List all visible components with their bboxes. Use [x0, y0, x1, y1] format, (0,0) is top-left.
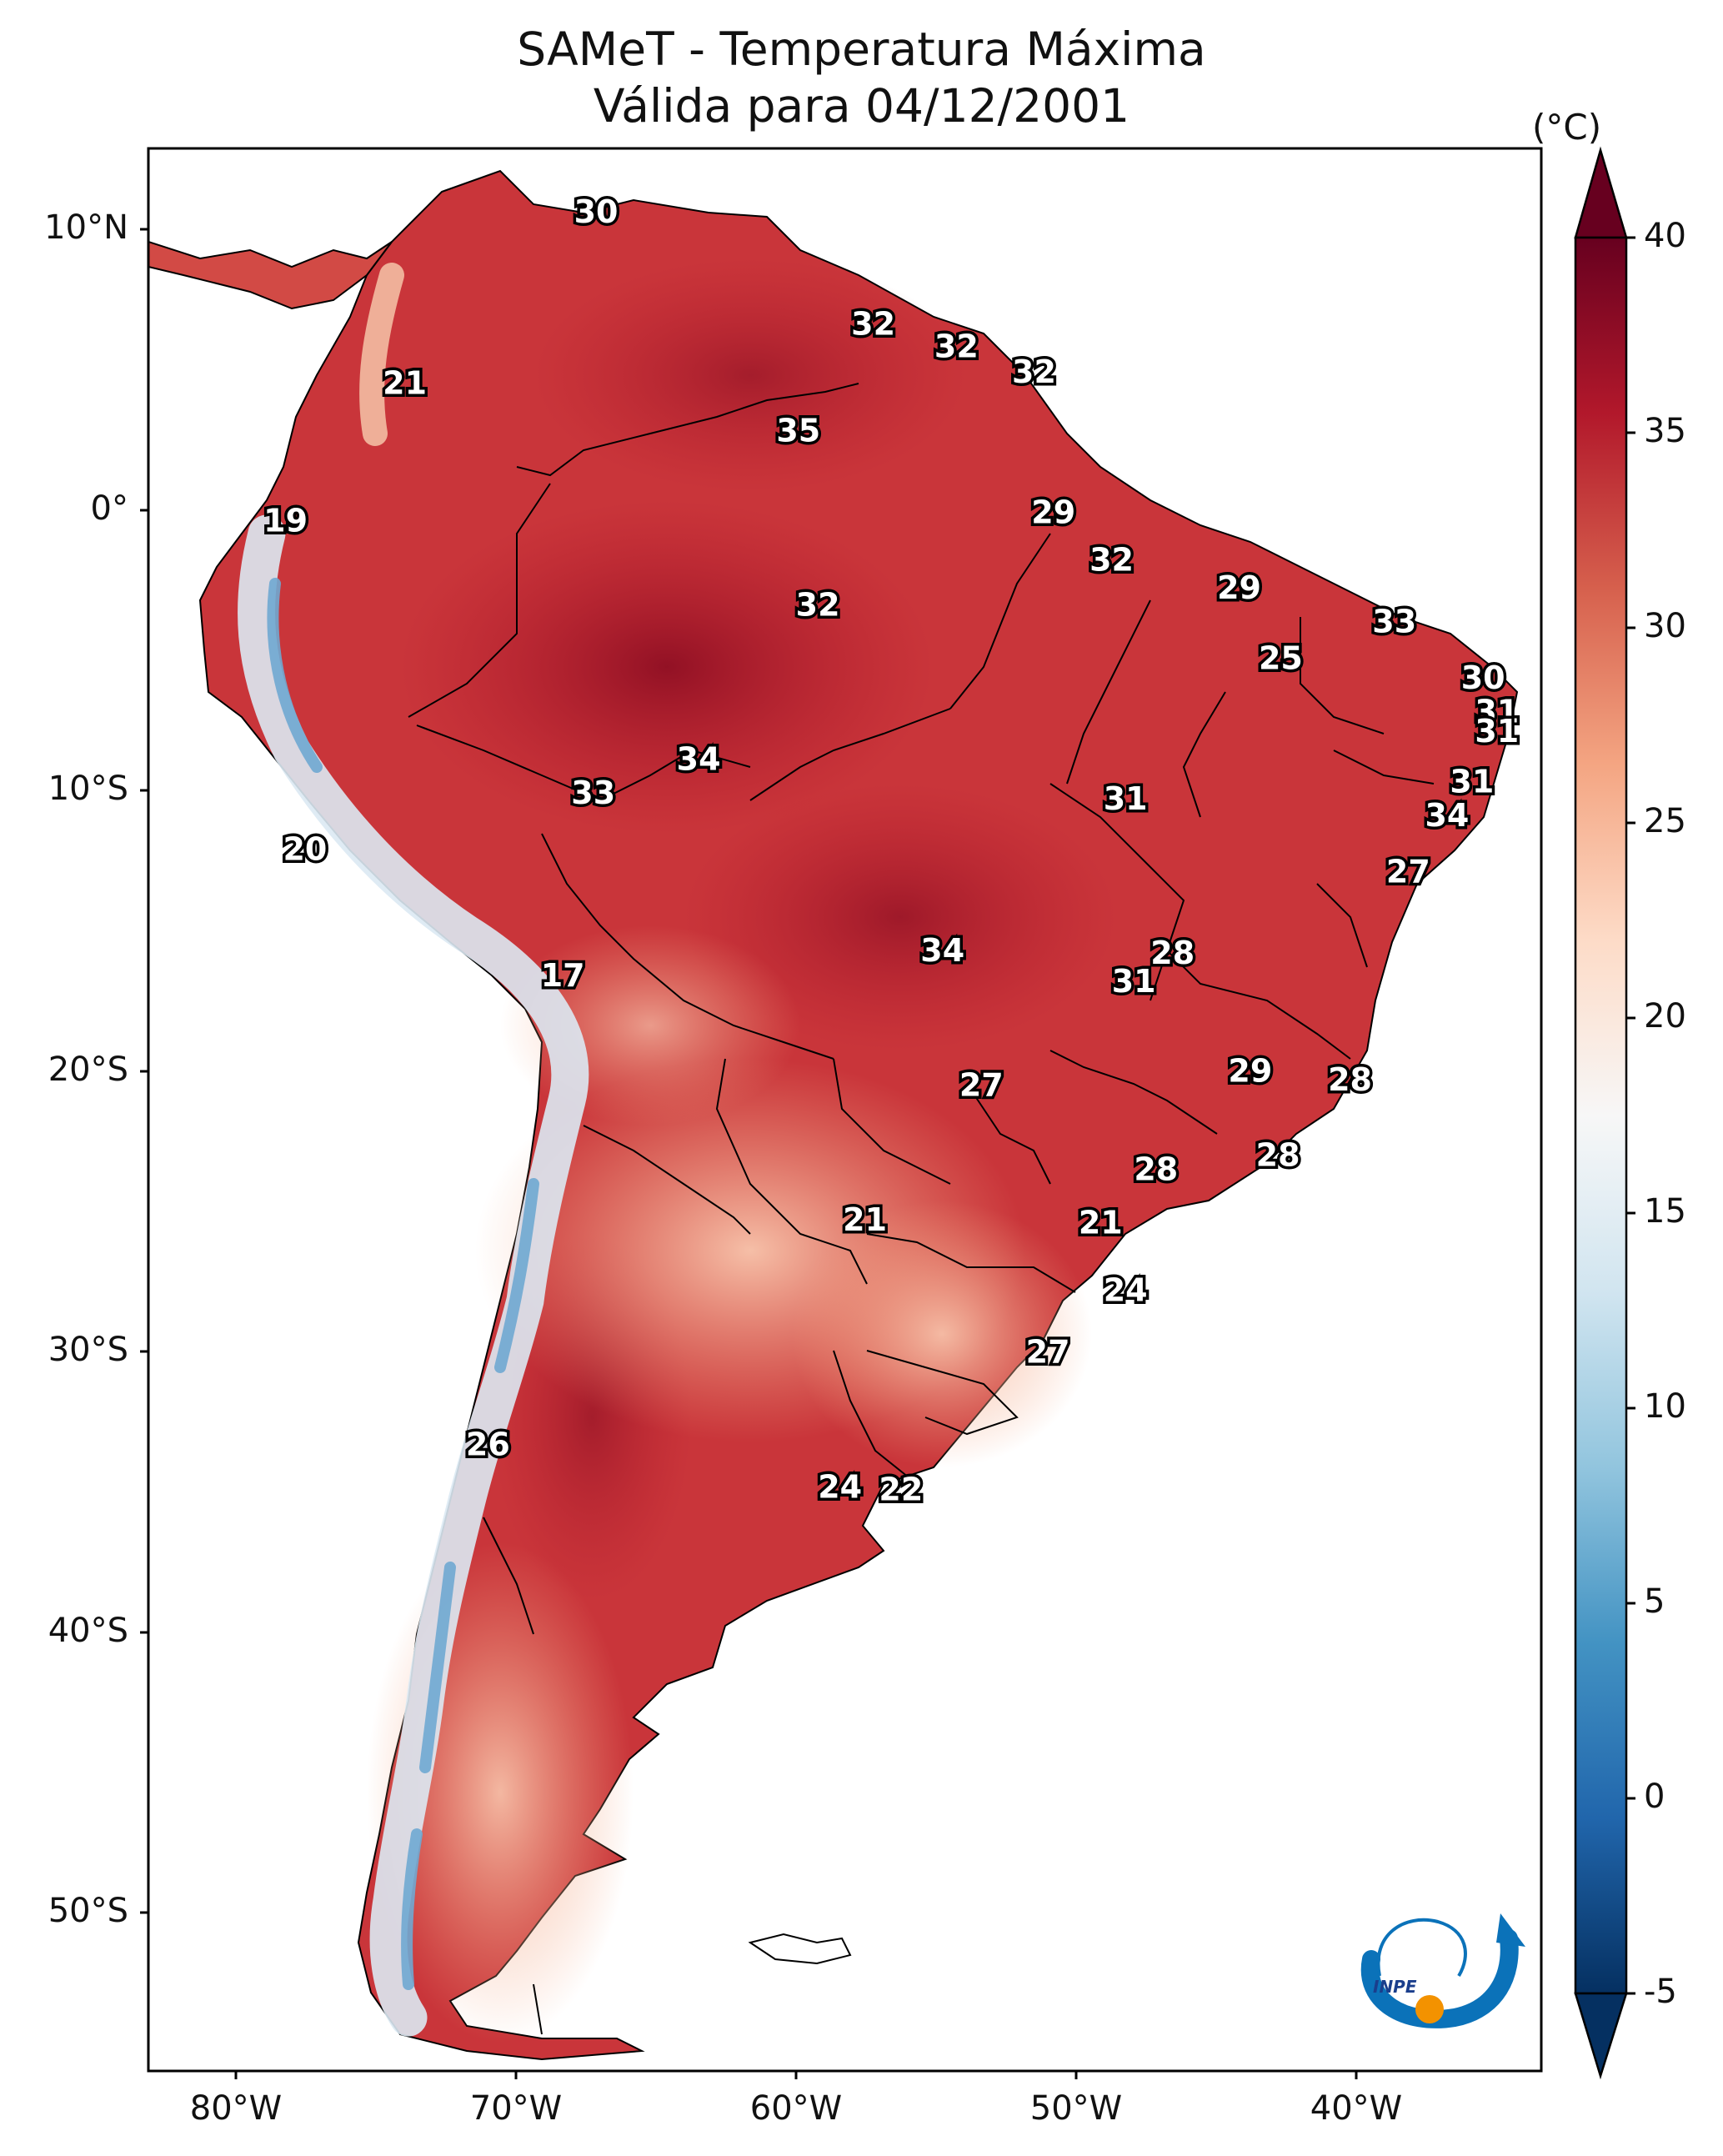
colorbar-tick-label: 15 [1644, 1192, 1686, 1231]
inpe-logo: INPE [1360, 1913, 1525, 2028]
colorbar-tick-label: 30 [1644, 607, 1686, 645]
contour-label: 30 [574, 193, 619, 230]
colorbar-unit: (°C) [1532, 107, 1602, 148]
contour-label: 20 [283, 831, 327, 868]
contour-label: 30 [1461, 659, 1505, 696]
contour-label: 34 [1425, 797, 1469, 834]
contour-label: 28 [1134, 1151, 1178, 1188]
colombia-andes-cool [359, 263, 404, 446]
contour-label: 34 [920, 932, 964, 969]
contour-label: 32 [1089, 542, 1134, 579]
contour-label: 32 [1012, 353, 1056, 390]
map-frame [147, 147, 1543, 2073]
lon-tick-label: 50°W [1029, 2089, 1123, 2128]
lon-tick-label: 80°W [189, 2089, 283, 2128]
contour-label: 31 [1450, 764, 1494, 800]
contour-label: 29 [1217, 569, 1261, 606]
logo-sun [1415, 1995, 1444, 2023]
contour-label: 32 [851, 306, 895, 343]
colorbar-extend-top [1574, 146, 1628, 239]
axis-ticks [140, 228, 1358, 2079]
central-america-land [148, 240, 393, 310]
colorbar-tick-label: 5 [1644, 1582, 1665, 1621]
logo-arrow [1496, 1913, 1525, 1947]
contour-label: 24 [1104, 1271, 1148, 1308]
contour-label: 28 [1328, 1061, 1372, 1098]
contour-label: 17 [541, 957, 585, 994]
lon-tick-label: 70°W [469, 2089, 563, 2128]
mato-grosso-hot-zone [684, 784, 1117, 1050]
lon-tick-label: 60°W [749, 2089, 843, 2128]
logo-orbit [1376, 1918, 1467, 1978]
guiana-hot-zone [533, 258, 967, 492]
colorbar-extend-bottom [1574, 1992, 1628, 2080]
contour-label: 19 [263, 502, 308, 539]
contour-label: 21 [383, 364, 427, 401]
contour-label: 31 [1104, 780, 1148, 817]
contour-label: 26 [466, 1426, 510, 1463]
contour-label: 28 [1256, 1137, 1300, 1174]
lat-tick-label: 30°S [48, 1331, 128, 1369]
andes-cold-band [238, 514, 589, 2037]
contour-label: 31 [1475, 693, 1519, 730]
contour-label: 25 [1259, 639, 1303, 676]
contour-label: 31 [1475, 713, 1519, 750]
contour-label: 35 [776, 413, 820, 449]
contour-label: 22 [879, 1472, 923, 1508]
falkland-islands [748, 1933, 852, 1965]
contour-label: 27 [1026, 1334, 1070, 1371]
colorbar-tick-label: 0 [1644, 1777, 1665, 1816]
amazon-hot-zone [400, 500, 934, 834]
logo-text: INPE [1373, 1977, 1417, 1997]
contour-label: 33 [571, 775, 615, 811]
contour-label: 21 [1079, 1205, 1123, 1241]
contour-label: 29 [1228, 1053, 1272, 1090]
logo-swoosh [1360, 1929, 1519, 2028]
colorbar-tick-label: 10 [1644, 1387, 1686, 1426]
colorbar [1574, 146, 1635, 2080]
colorbar-tick-label: 25 [1644, 802, 1686, 840]
contour-label: 27 [1386, 853, 1430, 890]
contour-label: 31 [1112, 963, 1156, 1000]
lat-tick-label: 0° [90, 489, 128, 528]
colorbar-gradient [1574, 236, 1628, 1995]
contour-label: 32 [934, 328, 979, 365]
contour-label: 33 [1372, 604, 1416, 640]
contour-label: 32 [796, 586, 840, 623]
lat-tick-label: 20°S [48, 1050, 128, 1089]
title-line-1: SAMeT - Temperatura Máxima [517, 23, 1206, 76]
lat-tick-label: 10°S [48, 770, 128, 808]
contour-label: 28 [1150, 935, 1195, 971]
colorbar-tick-label: 35 [1644, 412, 1686, 450]
lat-tick-label: 40°S [48, 1612, 128, 1650]
lat-tick-label: 10°N [44, 208, 128, 247]
contour-label: 29 [1031, 494, 1075, 530]
title-line-2: Válida para 04/12/2001 [593, 79, 1130, 133]
country-borders [408, 383, 1435, 2035]
colorbar-tick-label: -5 [1644, 1973, 1677, 2011]
contour-label: 34 [677, 741, 721, 778]
lat-tick-label: 50°S [48, 1892, 128, 1930]
colorbar-tick-label: 20 [1644, 997, 1686, 1035]
contour-label: 24 [818, 1468, 862, 1505]
lon-tick-label: 40°W [1310, 2089, 1403, 2128]
colorbar-tick-label: 40 [1644, 217, 1686, 255]
andes-cold-core [267, 578, 539, 1990]
contour-label: 27 [959, 1067, 1004, 1104]
contour-label: 21 [843, 1201, 887, 1238]
